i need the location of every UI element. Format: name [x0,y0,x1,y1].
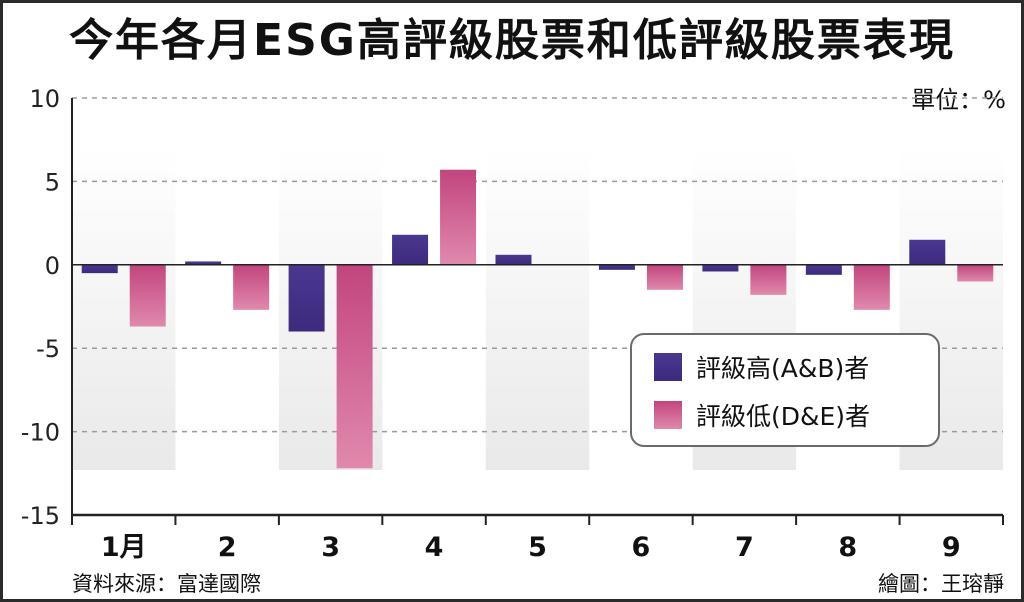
y-tick-label: 5 [45,168,60,196]
chart-legend: 評級高(A&B)者 評級低(D&E)者 [630,333,940,447]
bar-low [336,264,373,469]
bar-high [392,234,429,265]
legend-item-high: 評級高(A&B)者 [654,349,869,385]
y-tick-label: -10 [21,419,60,447]
x-category-label: 7 [735,532,754,563]
bar-low [646,264,683,290]
bar-high [702,264,739,272]
bar-high [598,264,635,270]
bar-high [909,239,946,265]
credit-note: 繪圖：王瑢靜 [878,572,1004,596]
bar-high [495,254,532,265]
x-category-label: 3 [321,532,340,563]
legend-label-high: 評級高(A&B)者 [696,354,870,383]
y-tick-label: -15 [21,502,60,530]
x-category-label: 8 [838,532,857,563]
x-category-label: 9 [942,532,961,563]
unit-label: 單位：% [911,86,1006,114]
bar-low [233,264,270,310]
x-category-label: 5 [528,532,547,563]
bar-low [750,264,787,295]
x-category-label: 4 [425,532,444,563]
chart-title: 今年各月ESG高評級股票和低評級股票表現 [69,15,955,66]
bar-low [440,169,477,265]
bar-high [288,264,325,332]
x-category-label: 2 [218,532,237,563]
bar-high [81,264,118,274]
legend-swatch-high [654,353,682,381]
bar-low [129,264,166,327]
legend-item-low: 評級低(D&E)者 [654,397,870,433]
y-tick-label: 10 [29,85,60,113]
x-category-label: 6 [632,532,651,563]
bar-high [185,261,222,265]
bar-high [805,264,842,275]
y-tick-label: -5 [36,335,60,363]
legend-label-low: 評級低(D&E)者 [696,402,871,431]
legend-swatch-low [654,401,682,429]
bar-low [853,264,890,310]
background-band [485,148,590,470]
bar-low [957,264,994,282]
source-note: 資料來源：富達國際 [72,572,261,596]
x-category-label: 1月 [101,532,147,563]
y-tick-label: 0 [45,252,60,280]
